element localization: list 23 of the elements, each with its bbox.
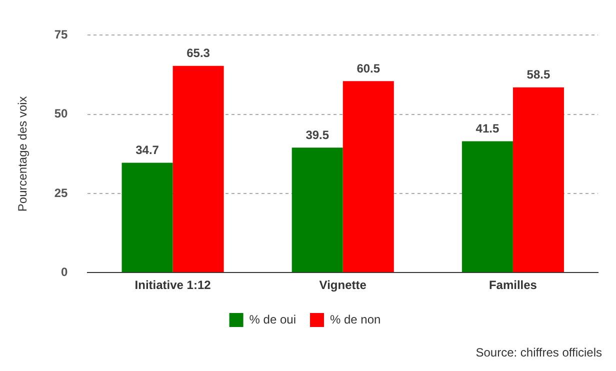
bar: [342, 81, 394, 272]
data-label: 58.5: [526, 68, 550, 82]
data-label: 41.5: [476, 122, 500, 136]
bar: [512, 87, 564, 272]
legend-label: % de non: [330, 312, 381, 326]
y-axis-title: Pourcentage des voix: [16, 96, 30, 212]
legend-label: % de oui: [249, 312, 296, 326]
y-tick-label: 25: [54, 186, 68, 200]
y-tick-label: 0: [61, 264, 68, 279]
bar: [122, 162, 173, 272]
x-tick-label: Familles: [488, 278, 538, 292]
data-label: 34.7: [136, 143, 160, 158]
x-tick-label: Initiative 1:12: [134, 278, 212, 292]
x-tick-label: Vignette: [319, 278, 367, 292]
source-note: Source: chiffres officiels: [476, 345, 602, 360]
y-tick-label: 50: [54, 106, 68, 121]
data-label: 39.5: [306, 128, 330, 142]
data-label: 65.3: [186, 46, 210, 60]
bar: [172, 66, 224, 272]
y-tick-label: 75: [54, 28, 68, 42]
bar: [292, 148, 343, 272]
data-label: 60.5: [356, 61, 380, 76]
bar: [462, 141, 513, 272]
